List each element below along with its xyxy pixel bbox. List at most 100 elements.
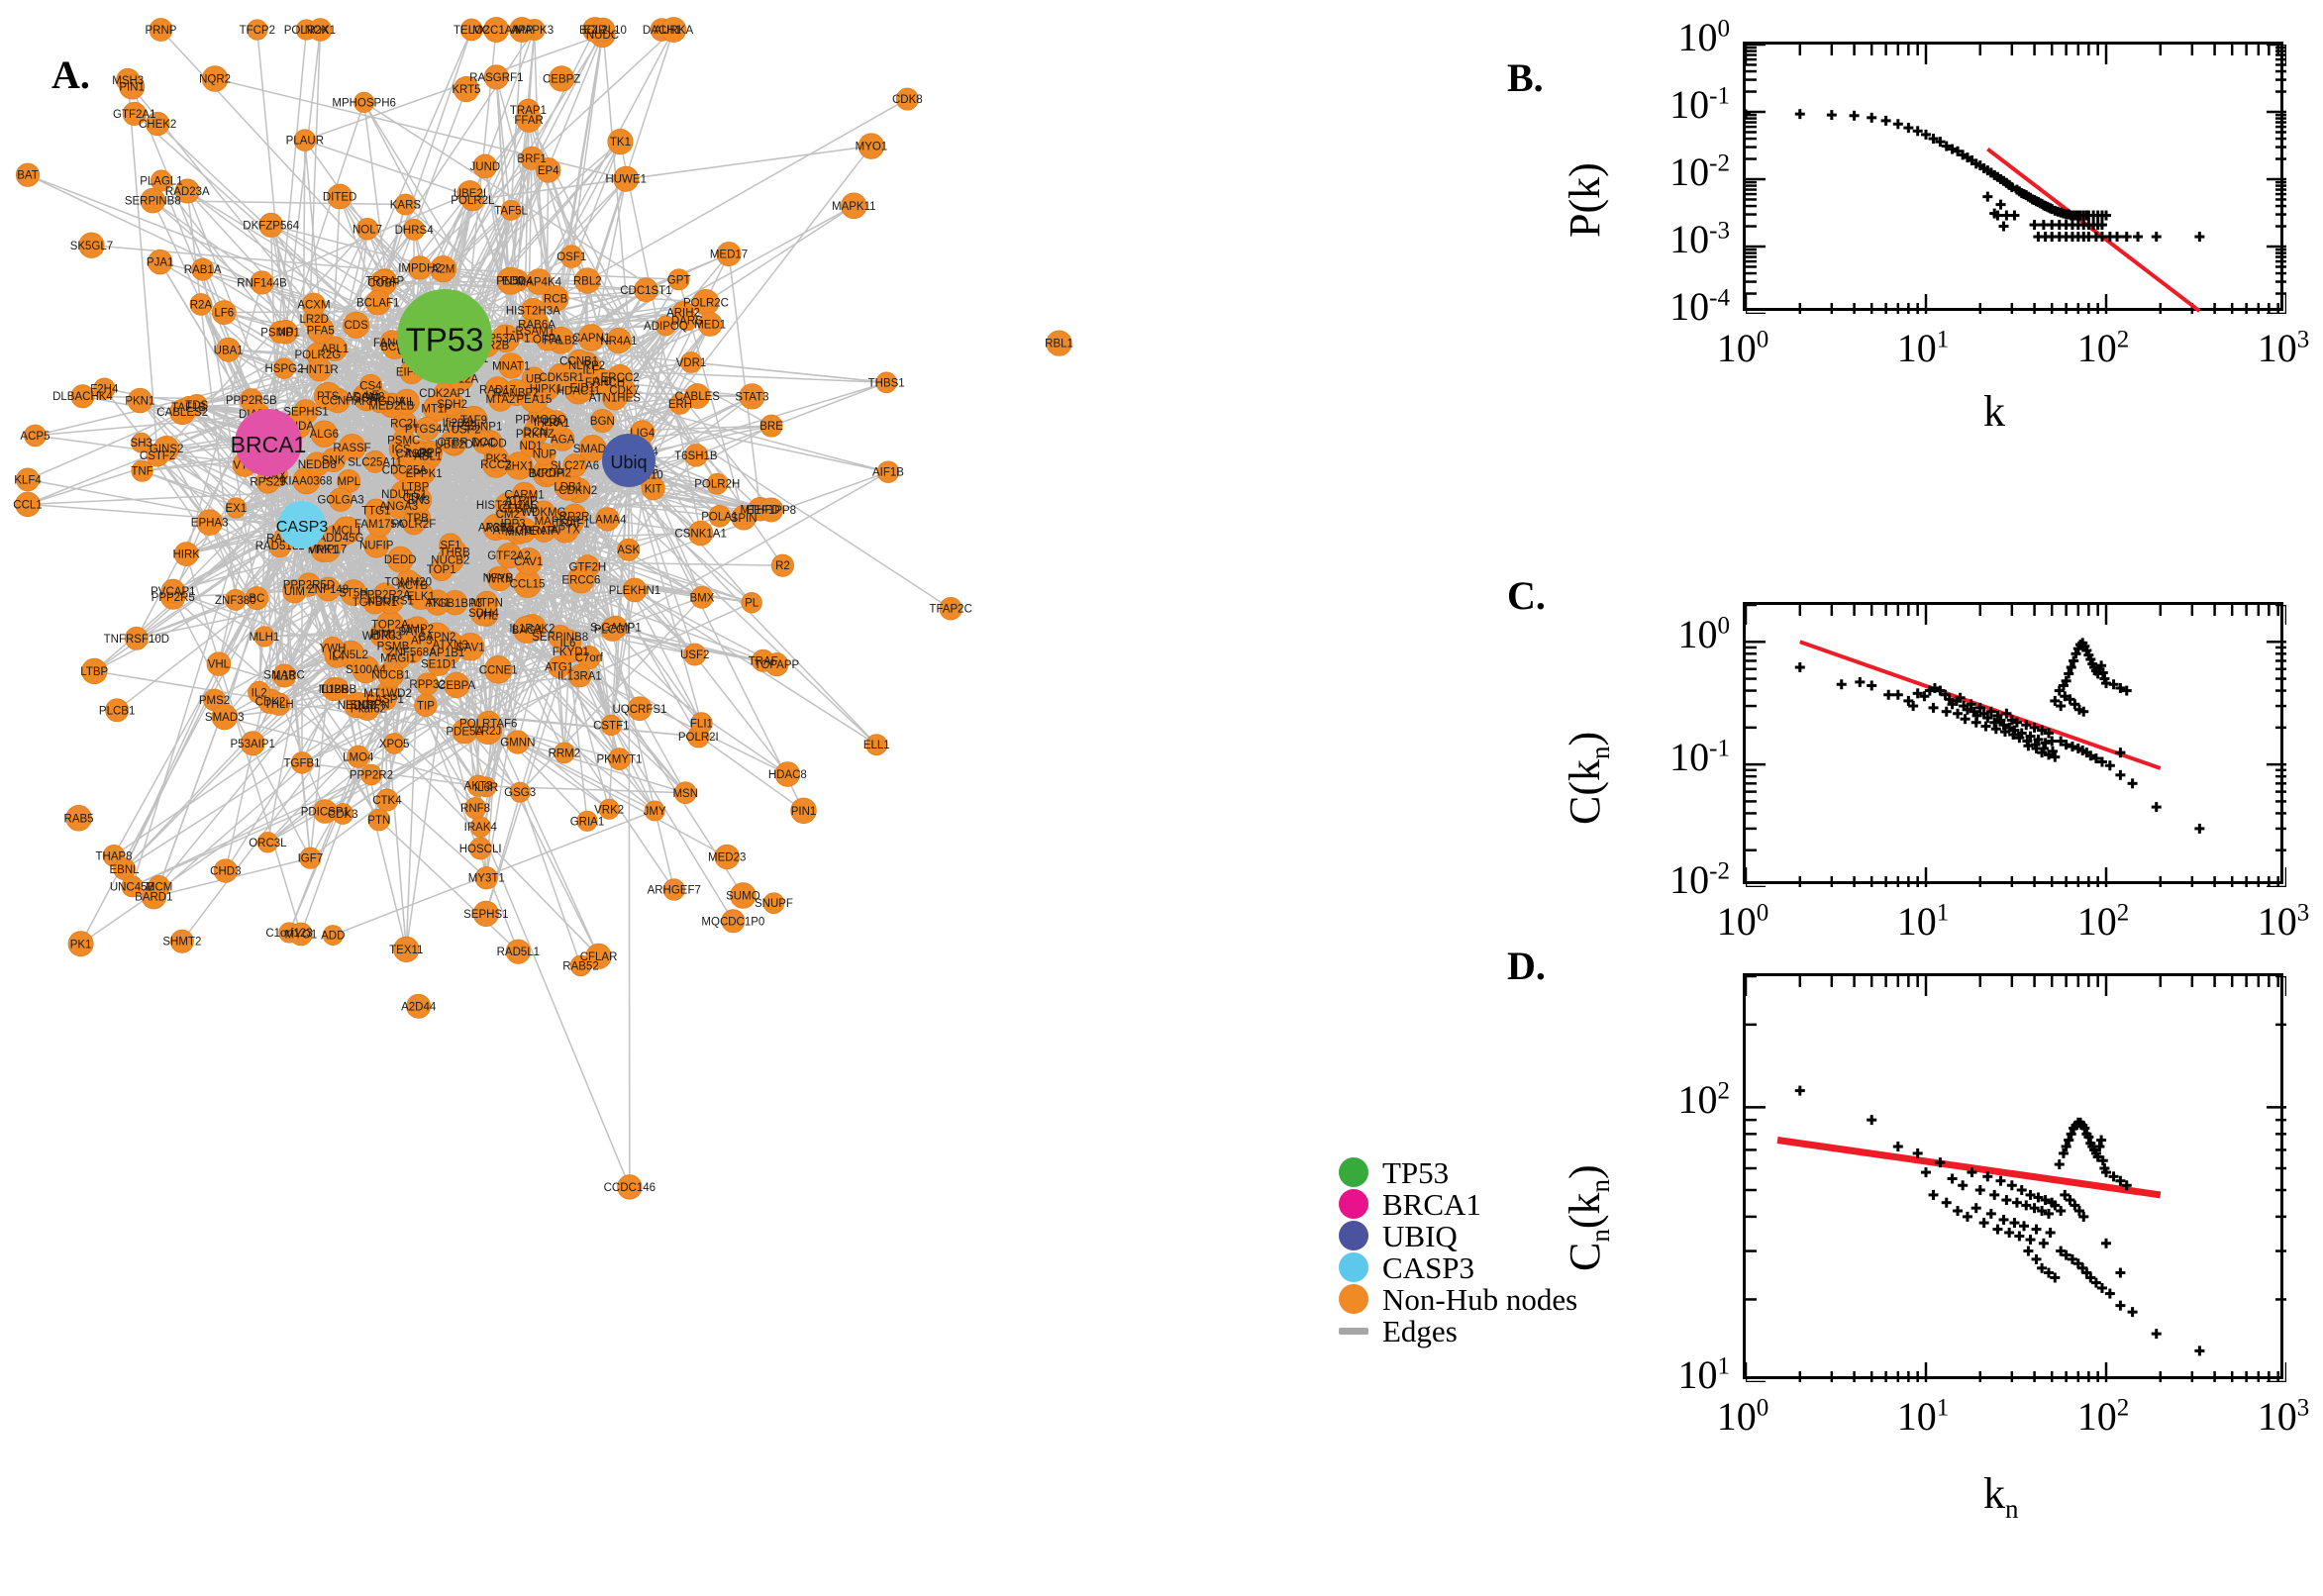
network-node[interactable] <box>509 17 535 43</box>
network-node[interactable] <box>307 316 335 344</box>
network-node[interactable] <box>427 651 452 676</box>
network-node[interactable] <box>487 566 513 592</box>
network-node[interactable] <box>469 599 497 627</box>
network-node[interactable] <box>644 800 665 822</box>
network-node[interactable] <box>185 394 208 416</box>
network-node[interactable] <box>595 507 620 532</box>
network-node[interactable] <box>293 129 317 151</box>
network-node[interactable] <box>598 798 620 820</box>
network-node[interactable] <box>326 677 350 701</box>
network-node[interactable] <box>273 357 295 379</box>
network-node[interactable] <box>554 629 582 656</box>
network-node[interactable] <box>662 878 685 901</box>
network-node[interactable] <box>790 797 817 824</box>
network-node[interactable] <box>472 430 496 454</box>
network-node[interactable] <box>498 352 525 379</box>
network-node[interactable] <box>577 324 605 351</box>
network-node[interactable] <box>381 634 405 657</box>
network-node[interactable] <box>714 844 740 870</box>
network-node[interactable] <box>437 546 464 574</box>
network-node[interactable] <box>590 17 616 43</box>
network-node[interactable] <box>67 931 94 957</box>
network-node[interactable] <box>15 491 41 518</box>
network-node[interactable] <box>355 218 379 241</box>
network-node[interactable] <box>93 377 116 400</box>
network-node[interactable] <box>759 414 783 438</box>
network-node[interactable] <box>250 270 274 295</box>
network-node[interactable] <box>406 993 432 1019</box>
network-node[interactable] <box>290 751 314 774</box>
network-node[interactable] <box>627 696 653 722</box>
network-node[interactable] <box>466 774 490 797</box>
network-node[interactable] <box>403 218 426 241</box>
network-node[interactable] <box>690 712 713 735</box>
network-node[interactable] <box>533 443 556 465</box>
network-node[interactable] <box>415 416 440 442</box>
network-node[interactable] <box>574 267 601 294</box>
network-node[interactable] <box>429 255 457 283</box>
network-node[interactable] <box>211 703 238 731</box>
network-node[interactable] <box>247 19 268 41</box>
network-node[interactable] <box>741 592 762 614</box>
network-node[interactable] <box>500 199 522 221</box>
network-node[interactable] <box>206 651 232 676</box>
network-node[interactable] <box>127 387 153 414</box>
network-node[interactable] <box>105 698 130 723</box>
network-node[interactable] <box>394 193 417 216</box>
network-node[interactable] <box>514 548 543 575</box>
network-node[interactable] <box>474 866 498 890</box>
network-node[interactable] <box>535 157 561 183</box>
network-node[interactable] <box>352 655 380 684</box>
network-node[interactable] <box>201 65 229 92</box>
network-node[interactable] <box>145 111 170 137</box>
network-node[interactable] <box>347 745 370 768</box>
network-node[interactable] <box>361 589 388 615</box>
network-node[interactable] <box>865 734 888 756</box>
network-node[interactable] <box>690 585 714 609</box>
network-node[interactable] <box>548 362 576 391</box>
network-node[interactable] <box>272 663 297 688</box>
network-node[interactable] <box>354 91 375 113</box>
network-node[interactable] <box>401 440 428 467</box>
network-node[interactable] <box>602 384 628 411</box>
network-node[interactable] <box>121 875 144 898</box>
network-node[interactable] <box>590 408 615 433</box>
network-node[interactable] <box>684 444 708 467</box>
network-node[interactable] <box>858 133 885 159</box>
network-node[interactable] <box>452 718 478 745</box>
network-node[interactable] <box>613 165 640 192</box>
network-node[interactable] <box>526 268 553 295</box>
network-node[interactable] <box>562 453 587 478</box>
network-node[interactable] <box>730 882 757 909</box>
network-node[interactable] <box>327 183 353 210</box>
network-node[interactable] <box>675 309 698 332</box>
network-node[interactable] <box>774 761 801 787</box>
network-node[interactable] <box>343 691 370 719</box>
network-node[interactable] <box>576 810 598 832</box>
network-node[interactable] <box>65 805 92 832</box>
network-node[interactable] <box>739 383 765 410</box>
network-node[interactable] <box>299 847 322 869</box>
network-node[interactable] <box>405 486 433 514</box>
network-node[interactable] <box>716 242 742 267</box>
network-node[interactable] <box>343 311 370 339</box>
network-node[interactable] <box>687 520 714 547</box>
network-node[interactable] <box>308 18 333 42</box>
network-node[interactable] <box>304 451 330 477</box>
network-node[interactable] <box>313 799 338 824</box>
network-node[interactable] <box>509 781 531 803</box>
network-node[interactable] <box>455 633 485 661</box>
network-node[interactable] <box>423 622 452 651</box>
network-node[interactable] <box>160 578 186 604</box>
network-node[interactable] <box>585 943 612 969</box>
network-node[interactable] <box>313 381 343 411</box>
network-node[interactable] <box>600 617 625 642</box>
network-node[interactable] <box>496 266 525 295</box>
network-node[interactable] <box>256 832 279 853</box>
network-node[interactable] <box>338 434 366 461</box>
network-node[interactable] <box>758 497 784 523</box>
network-node[interactable] <box>383 733 405 754</box>
network-node[interactable] <box>211 300 237 326</box>
network-node[interactable] <box>600 714 622 737</box>
network-node[interactable] <box>174 178 200 204</box>
